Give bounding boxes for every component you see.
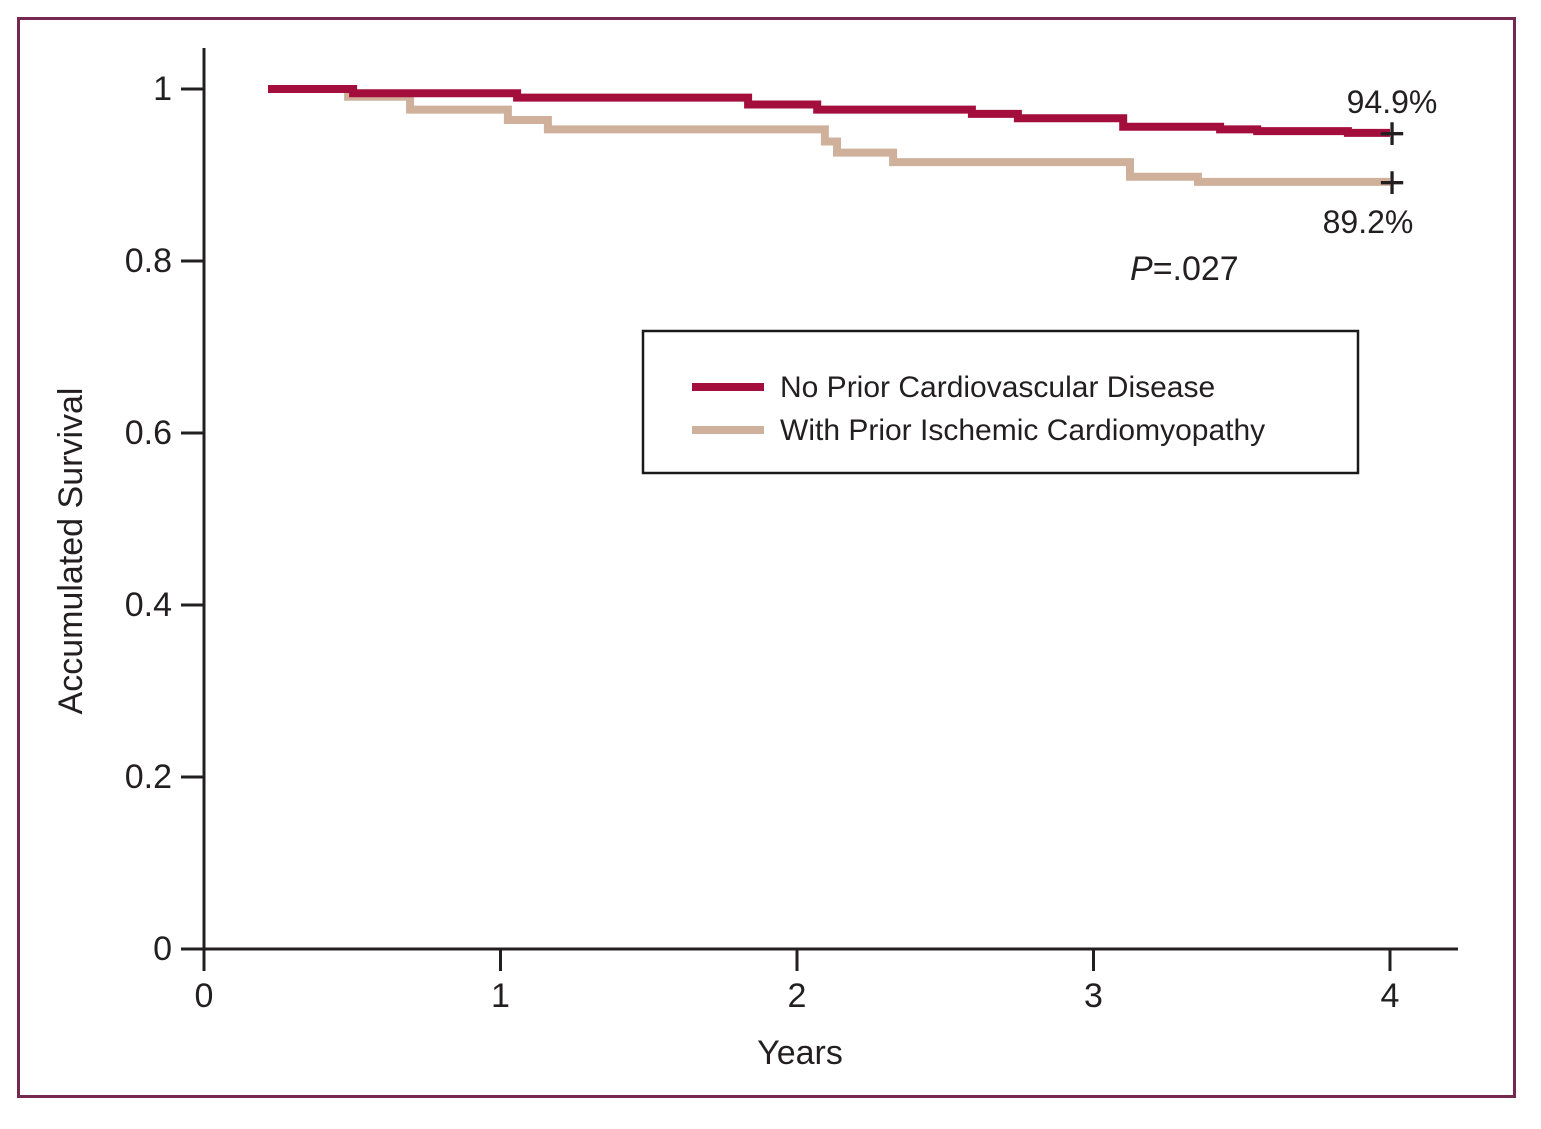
- x-tick-label-2: 2: [788, 977, 807, 1015]
- x-axis-title: Years: [757, 1034, 843, 1072]
- y-tick-label-1: 1: [153, 70, 172, 108]
- p-value-number: =.027: [1153, 250, 1239, 288]
- y-tick-labels: 1 0.8 0.6 0.4 0.2 0: [125, 70, 172, 968]
- x-tick-label-0: 0: [195, 977, 214, 1015]
- legend-swatch-tan: [692, 426, 764, 434]
- legend-label-red: No Prior Cardiovascular Disease: [780, 371, 1215, 404]
- legend-swatch-red: [692, 383, 764, 391]
- x-tick-labels: 0 1 2 3 4: [195, 977, 1400, 1015]
- y-tick-label-08: 0.8: [125, 242, 172, 280]
- legend: No Prior Cardiovascular Disease With Pri…: [641, 329, 1360, 475]
- y-axis-title: Accumulated Survival: [52, 388, 90, 715]
- x-tick-label-4: 4: [1381, 977, 1400, 1015]
- series-path-0: [344, 91, 1390, 186]
- series-path-1: [268, 85, 1390, 137]
- y-tick-label-0: 0: [153, 930, 172, 968]
- y-tick-label-04: 0.4: [125, 586, 172, 624]
- x-tick-label-3: 3: [1084, 977, 1103, 1015]
- censor-markers: + +: [1379, 107, 1406, 208]
- y-tick-label-06: 0.6: [125, 414, 172, 452]
- legend-label-tan: With Prior Ischemic Cardiomyopathy: [780, 414, 1265, 447]
- series-end-label-red: 94.9%: [1347, 84, 1438, 120]
- series-end-label-tan: 89.2%: [1323, 204, 1414, 240]
- p-value-symbol: P: [1130, 250, 1153, 288]
- figure-border-frame: [17, 17, 1516, 1098]
- p-value-annotation: P=.027: [1130, 250, 1239, 288]
- x-tick-label-1: 1: [491, 977, 510, 1015]
- censor-marker-1: +: [1379, 107, 1406, 159]
- series-curves: [268, 85, 1390, 186]
- y-tick-label-02: 0.2: [125, 758, 172, 796]
- axes: [181, 48, 1458, 971]
- censor-marker-0: +: [1379, 156, 1406, 208]
- legend-box: [641, 329, 1360, 475]
